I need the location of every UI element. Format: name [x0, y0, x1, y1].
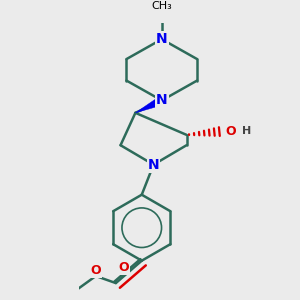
Text: O: O: [119, 261, 129, 274]
Polygon shape: [135, 96, 164, 113]
Text: N: N: [148, 158, 159, 172]
Text: N: N: [156, 32, 168, 46]
Text: O: O: [225, 125, 236, 138]
Text: O: O: [91, 264, 101, 277]
Text: N: N: [156, 94, 168, 107]
Text: CH₃: CH₃: [152, 1, 172, 11]
Text: H: H: [242, 126, 252, 136]
